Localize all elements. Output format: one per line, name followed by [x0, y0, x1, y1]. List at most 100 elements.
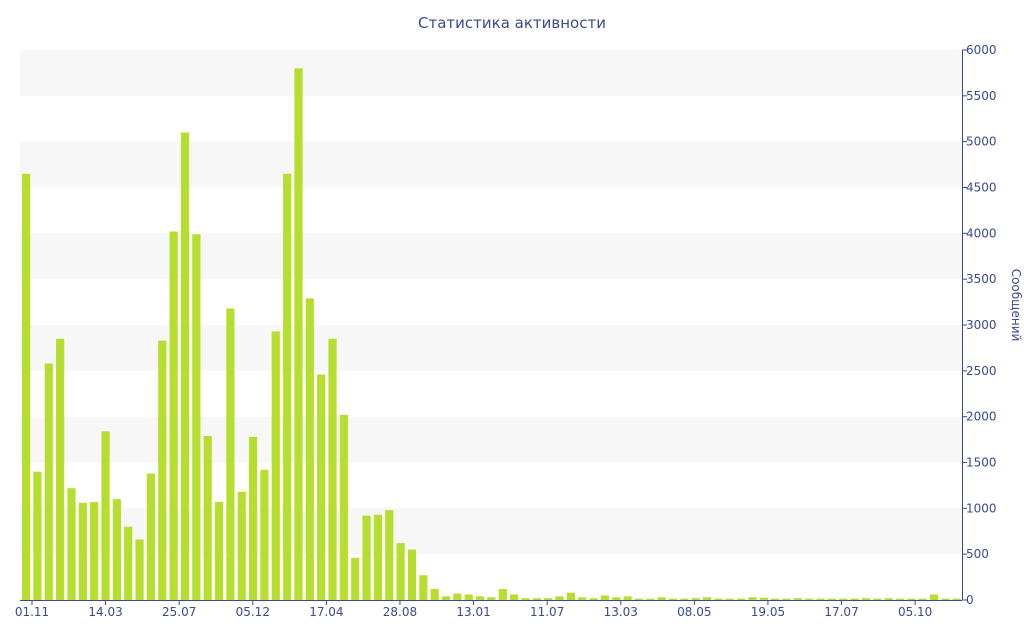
bar — [124, 526, 133, 600]
y-tick-label: 4500 — [966, 181, 997, 195]
x-tick-label: 13.01 — [456, 605, 490, 619]
bar — [782, 598, 791, 601]
bar — [952, 598, 961, 601]
y-tick-label: 2000 — [966, 410, 997, 424]
bar — [566, 592, 575, 600]
x-tick-label: 11.07 — [530, 605, 564, 619]
bar — [510, 594, 519, 600]
bar — [646, 598, 655, 601]
x-tick-label: 13.03 — [604, 605, 638, 619]
bar — [464, 594, 473, 600]
bar — [918, 598, 927, 601]
bar — [612, 597, 621, 600]
bar — [714, 598, 723, 601]
bar — [578, 597, 587, 600]
bar — [748, 597, 757, 600]
y-axis-label: Сообщений — [1009, 269, 1023, 342]
bar — [657, 597, 666, 600]
bar — [680, 598, 689, 601]
x-tick-label: 01.11 — [15, 605, 49, 619]
x-tick-label: 19.05 — [751, 605, 785, 619]
bar — [112, 499, 121, 600]
bar — [873, 598, 882, 601]
bar — [180, 132, 190, 600]
bar — [203, 435, 212, 600]
bar — [67, 488, 76, 600]
bar — [248, 436, 258, 600]
x-tick-label: 25.07 — [162, 605, 196, 619]
bar — [555, 596, 564, 600]
bar — [884, 598, 893, 600]
y-tick-label: 2500 — [966, 364, 997, 378]
bar — [328, 338, 337, 600]
bar — [453, 593, 462, 600]
bar — [941, 598, 950, 601]
bar — [589, 598, 598, 600]
bar — [351, 557, 360, 600]
bar — [56, 338, 65, 600]
bar — [623, 596, 632, 600]
bar — [759, 597, 768, 600]
x-tick-label: 05.10 — [898, 605, 932, 619]
y-tick-label: 0 — [966, 593, 974, 607]
bar — [521, 598, 530, 600]
x-tick-label: 28.08 — [383, 605, 417, 619]
bar — [737, 598, 746, 601]
bar — [362, 515, 371, 600]
bar — [192, 234, 201, 600]
bar — [850, 598, 859, 601]
y-tick-label: 500 — [966, 547, 989, 561]
bar — [793, 598, 802, 600]
x-tick-label: 08.05 — [677, 605, 711, 619]
bar — [146, 473, 156, 600]
y-tick-label: 3500 — [966, 272, 997, 286]
bar — [44, 363, 53, 600]
bar — [419, 575, 428, 600]
bar — [668, 598, 678, 601]
bar — [22, 173, 31, 600]
bar — [214, 501, 224, 600]
bar — [78, 502, 87, 600]
bar — [33, 471, 42, 600]
x-tick-label: 14.03 — [88, 605, 122, 619]
bar — [827, 598, 836, 601]
bar — [805, 598, 814, 601]
grid-band — [20, 50, 962, 96]
bar — [544, 598, 553, 600]
bar — [430, 589, 439, 600]
bar — [260, 469, 269, 600]
bar — [339, 414, 348, 600]
y-tick-label: 4000 — [966, 226, 997, 240]
x-tick-label: 17.04 — [309, 605, 343, 619]
bar — [385, 510, 394, 600]
y-tick-label: 5000 — [966, 135, 997, 149]
bar — [839, 598, 848, 601]
bar — [317, 374, 326, 600]
bar — [475, 596, 485, 600]
bar — [135, 539, 144, 600]
bar — [373, 514, 382, 600]
bar — [929, 594, 939, 600]
x-tick-label: 17.07 — [824, 605, 858, 619]
bar — [907, 598, 916, 601]
bar — [487, 597, 496, 600]
bar — [816, 598, 825, 601]
y-tick-label: 6000 — [966, 43, 997, 57]
grid-band — [20, 141, 962, 188]
y-tick-label: 1500 — [966, 456, 997, 470]
y-tick-label: 3000 — [966, 318, 997, 332]
bar — [407, 549, 417, 600]
bar — [90, 501, 99, 600]
bar — [101, 431, 110, 600]
bar — [226, 308, 235, 600]
bar — [634, 598, 644, 601]
bar — [498, 589, 507, 600]
bar — [600, 595, 609, 600]
bar — [895, 598, 905, 601]
bar — [861, 598, 871, 600]
bar — [396, 543, 405, 600]
y-tick-label: 5500 — [966, 89, 997, 103]
bar — [441, 596, 451, 600]
